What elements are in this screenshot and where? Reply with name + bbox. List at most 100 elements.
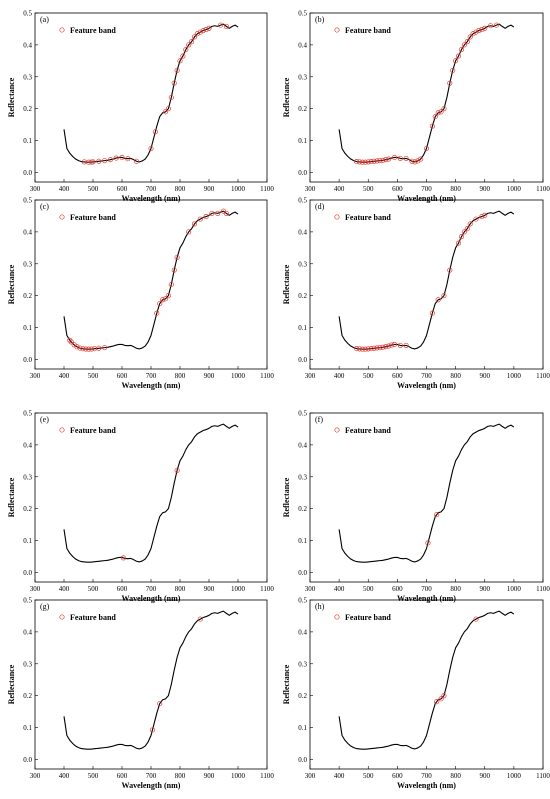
chart-panel: 300 400 500 600 700 800 900 1000 1100 0.0 0.1 0.2 0.… <box>7 597 274 791</box>
y-tick-label: 0.2 <box>298 292 307 300</box>
feature-band-marker <box>102 345 108 351</box>
x-tick-label: 500 <box>363 185 374 193</box>
feature-band-marker <box>412 159 418 165</box>
x-axis-title: Wavelength (nm) <box>397 594 456 603</box>
feature-band-marker <box>461 42 467 48</box>
x-tick-label: 600 <box>117 585 128 593</box>
feature-band-marker <box>464 226 470 232</box>
feature-band-marker <box>160 297 166 303</box>
feature-band-marker <box>90 159 96 165</box>
x-tick-label: 1100 <box>260 372 274 380</box>
y-tick-label: 0.3 <box>298 73 307 81</box>
feature-band-marker <box>102 158 108 164</box>
x-tick-label: 900 <box>204 185 215 193</box>
feature-band-marker <box>223 23 229 29</box>
feature-band-marker <box>165 293 171 299</box>
feature-band-marker <box>165 106 171 112</box>
feature-band-marker <box>458 234 465 240</box>
panel-label: (d) <box>315 202 325 211</box>
feature-band-marker <box>171 267 177 273</box>
x-tick-label: 900 <box>480 372 491 380</box>
feature-band-marker <box>157 701 163 707</box>
y-axis-title: Reflectance <box>7 77 16 117</box>
y-axis-title: Reflectance <box>7 477 16 517</box>
feature-band-marker <box>74 344 80 350</box>
x-tick-label: 600 <box>117 185 128 193</box>
feature-band-marker <box>174 467 180 473</box>
x-tick-label: 300 <box>30 372 41 380</box>
feature-band-marker <box>177 58 183 64</box>
x-tick-label: 400 <box>334 772 345 780</box>
x-tick-label: 800 <box>175 185 186 193</box>
chart-panel: 300 400 500 600 700 800 900 1000 1100 0.0 0.1 0.2 0.… <box>282 597 550 791</box>
plot-frame <box>34 599 268 770</box>
feature-band-marker <box>83 346 89 352</box>
feature-band-marker <box>377 158 383 164</box>
y-tick-label: 0.3 <box>298 260 307 268</box>
y-tick-label: 0.1 <box>23 537 32 545</box>
feature-band-marker <box>183 47 189 53</box>
x-tick-label: 1000 <box>231 185 246 193</box>
y-tick-label: 0.4 <box>298 441 307 449</box>
feature-band-marker <box>197 29 203 35</box>
y-tick-label: 0.2 <box>298 105 307 113</box>
y-tick-label: 0.2 <box>23 292 32 300</box>
feature-band-marker <box>194 31 200 37</box>
y-tick-label: 0.0 <box>298 756 307 764</box>
y-tick-label: 0.1 <box>298 324 307 332</box>
x-tick-label: 300 <box>305 372 316 380</box>
feature-band-marker <box>403 155 409 161</box>
feature-band-marker <box>473 29 479 35</box>
y-tick-label: 0.2 <box>23 505 32 513</box>
y-axis-title: Reflectance <box>282 264 291 304</box>
legend-marker <box>334 27 340 33</box>
x-tick-label: 800 <box>175 772 186 780</box>
plot-frame <box>309 199 544 370</box>
x-tick-label: 900 <box>204 585 215 593</box>
feature-band-marker <box>119 154 125 160</box>
feature-band-marker <box>206 25 212 31</box>
x-tick-label: 1000 <box>507 772 522 780</box>
feature-band-marker <box>368 346 374 352</box>
y-tick-label: 0.1 <box>298 137 307 145</box>
feature-band-marker <box>409 158 415 164</box>
y-tick-label: 0.1 <box>298 537 307 545</box>
x-tick-label: 400 <box>334 372 345 380</box>
feature-band-marker <box>397 342 403 348</box>
feature-band-marker <box>149 727 156 733</box>
feature-band-marker <box>203 214 209 220</box>
panel-label: (b) <box>315 15 325 24</box>
feature-band-marker <box>461 229 467 235</box>
spectrum-line <box>338 423 515 563</box>
y-tick-label: 0.1 <box>23 724 32 732</box>
feature-band-marker <box>359 346 365 352</box>
x-tick-label: 800 <box>450 185 461 193</box>
feature-band-marker <box>180 53 186 59</box>
feature-band-marker <box>383 344 389 350</box>
feature-band-marker <box>371 158 377 164</box>
chart-panel: 300 400 500 600 700 800 900 1000 1100 0.0 0.1 0.2 0.… <box>282 10 550 204</box>
y-tick-label: 0.5 <box>23 197 32 205</box>
x-tick-label: 400 <box>59 772 70 780</box>
feature-band-marker <box>467 34 473 40</box>
x-tick-label: 400 <box>59 372 70 380</box>
x-tick-label: 600 <box>117 372 128 380</box>
feature-band-marker <box>365 159 371 165</box>
feature-band-marker <box>386 156 392 162</box>
legend-marker <box>334 614 340 620</box>
plot-frame <box>34 12 268 183</box>
y-tick-label: 0.5 <box>23 597 32 605</box>
x-tick-label: 900 <box>480 772 491 780</box>
panel-label: (f) <box>315 415 323 424</box>
y-tick-label: 0.4 <box>23 41 32 49</box>
legend-label: Feature band <box>345 613 391 622</box>
feature-band-marker <box>473 216 479 222</box>
x-tick-label: 700 <box>421 372 432 380</box>
y-tick-label: 0.1 <box>23 324 32 332</box>
legend-label: Feature band <box>345 426 391 435</box>
feature-band-marker <box>434 512 440 518</box>
x-tick-label: 900 <box>204 772 215 780</box>
feature-band-marker <box>191 221 198 227</box>
feature-band-marker <box>368 159 374 165</box>
